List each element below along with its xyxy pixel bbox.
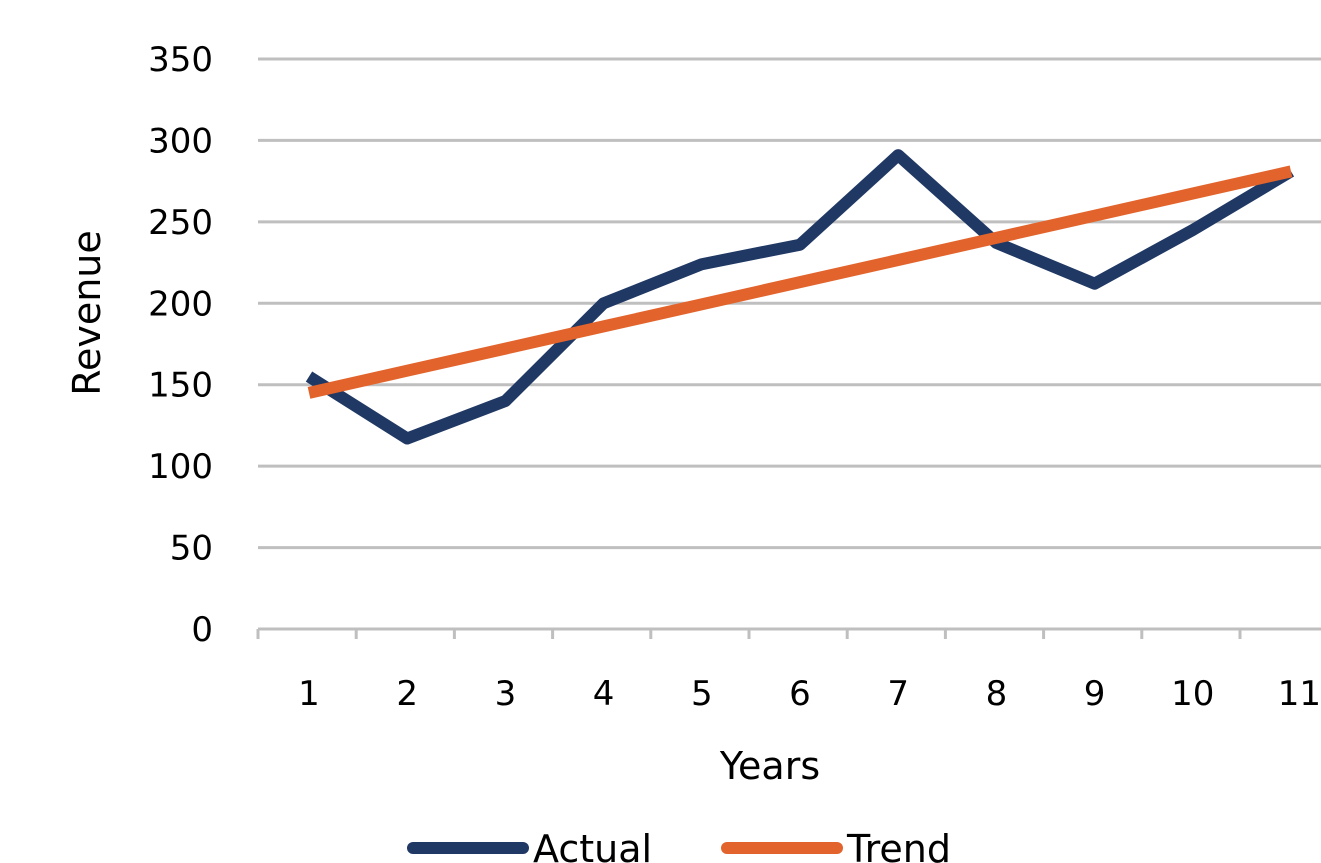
x-tick-label: 4 (593, 674, 615, 714)
x-axis (256, 627, 1321, 639)
y-tick-labels: 0 50 100 150 200 250 300 350 (148, 40, 213, 650)
x-tick-labels: 1 2 3 4 5 6 7 8 9 10 11 (298, 674, 1321, 714)
y-tick-label: 350 (148, 40, 213, 80)
series-line-actual (305, 149, 1295, 445)
x-axis-title: Years (719, 744, 820, 788)
legend-label-actual: Actual (533, 827, 652, 863)
legend: Actual Trend (407, 827, 951, 863)
y-tick-label: 50 (170, 529, 213, 569)
y-tick-label: 100 (148, 447, 213, 487)
x-tick-label: 11 (1278, 674, 1321, 714)
x-tick-label: 3 (495, 674, 517, 714)
x-tick-label: 7 (887, 674, 909, 714)
x-tick-label: 5 (691, 674, 713, 714)
x-tick-label: 9 (1084, 674, 1106, 714)
y-tick-label: 250 (148, 203, 213, 243)
series-line-trend (307, 165, 1293, 399)
series-lines (305, 149, 1295, 445)
gridlines (258, 57, 1321, 550)
x-tick-label: 2 (396, 674, 418, 714)
x-tick-label: 8 (986, 674, 1008, 714)
x-tick-label: 10 (1171, 674, 1214, 714)
y-tick-label: 300 (148, 121, 213, 161)
y-tick-label: 150 (148, 366, 213, 406)
x-tick-label: 6 (789, 674, 811, 714)
y-tick-label: 200 (148, 284, 213, 324)
legend-label-trend: Trend (846, 827, 951, 863)
x-tick-label: 1 (298, 674, 320, 714)
y-tick-label: 0 (191, 610, 213, 650)
y-axis-title: Revenue (65, 230, 109, 396)
